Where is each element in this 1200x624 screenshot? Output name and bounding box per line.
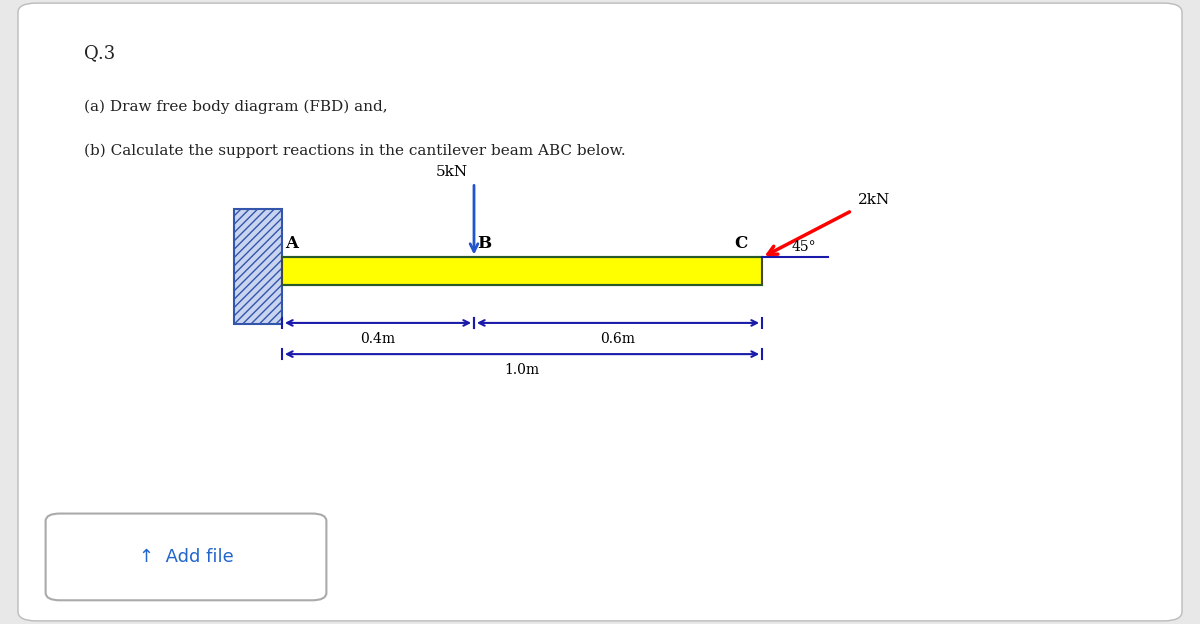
Text: 1.0m: 1.0m — [504, 363, 540, 377]
Text: (a) Draw free body diagram (FBD) and,: (a) Draw free body diagram (FBD) and, — [84, 100, 388, 114]
Text: 0.6m: 0.6m — [600, 332, 636, 346]
Text: Q.3: Q.3 — [84, 44, 115, 62]
Bar — [282, 257, 762, 286]
Text: 45°: 45° — [792, 240, 817, 255]
Text: A: A — [286, 235, 299, 253]
FancyBboxPatch shape — [18, 3, 1182, 621]
Text: 0.4m: 0.4m — [360, 332, 396, 346]
Text: ↑  Add file: ↑ Add file — [139, 548, 233, 566]
Text: B: B — [478, 235, 492, 253]
Text: 5kN: 5kN — [436, 165, 468, 180]
Bar — [234, 209, 282, 324]
FancyBboxPatch shape — [46, 514, 326, 600]
Text: (b) Calculate the support reactions in the cantilever beam ABC below.: (b) Calculate the support reactions in t… — [84, 144, 625, 158]
Text: 2kN: 2kN — [858, 193, 890, 208]
Text: C: C — [734, 235, 748, 253]
